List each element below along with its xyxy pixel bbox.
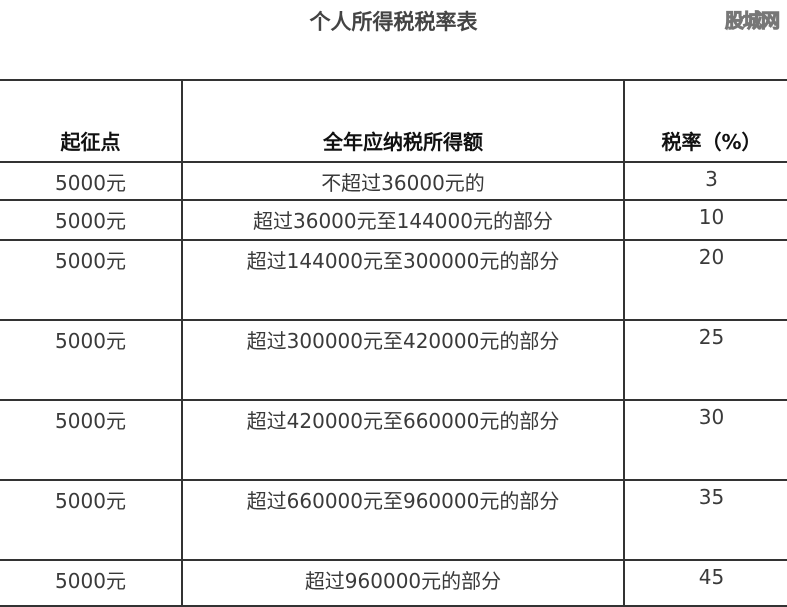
table-row: 5000元 超过300000元至420000元的部分 25 xyxy=(0,319,787,401)
cell-threshold: 5000元 xyxy=(0,239,183,321)
cell-rate: 20 xyxy=(623,239,787,321)
cell-income-range: 超过420000元至660000元的部分 xyxy=(181,399,625,481)
header-threshold: 起征点 xyxy=(0,79,183,163)
cell-threshold: 5000元 xyxy=(0,199,183,241)
cell-income-range: 超过960000元的部分 xyxy=(181,559,625,607)
tax-rate-table: 起征点 全年应纳税所得额 税率（%） 5000元 不超过36000元的 3 50… xyxy=(0,79,787,607)
table-row: 5000元 超过420000元至660000元的部分 30 xyxy=(0,399,787,481)
cell-income-range: 超过36000元至144000元的部分 xyxy=(181,199,625,241)
cell-income-range: 超过300000元至420000元的部分 xyxy=(181,319,625,401)
table-row: 5000元 超过660000元至960000元的部分 35 xyxy=(0,479,787,561)
table-row: 5000元 超过960000元的部分 45 xyxy=(0,559,787,607)
table-header-row: 起征点 全年应纳税所得额 税率（%） xyxy=(0,79,787,163)
cell-income-range: 超过660000元至960000元的部分 xyxy=(181,479,625,561)
page-title: 个人所得税税率表 xyxy=(309,10,478,34)
header-annual-income: 全年应纳税所得额 xyxy=(181,79,625,163)
cell-threshold: 5000元 xyxy=(0,559,183,607)
cell-rate: 45 xyxy=(623,559,787,607)
table-row: 5000元 超过144000元至300000元的部分 20 xyxy=(0,239,787,321)
cell-income-range: 超过144000元至300000元的部分 xyxy=(181,239,625,321)
cell-threshold: 5000元 xyxy=(0,319,183,401)
cell-income-range: 不超过36000元的 xyxy=(181,161,625,201)
cell-threshold: 5000元 xyxy=(0,399,183,481)
watermark-logo: 股城网 xyxy=(724,10,780,33)
table-row: 5000元 不超过36000元的 3 xyxy=(0,161,787,201)
cell-rate: 30 xyxy=(623,399,787,481)
cell-threshold: 5000元 xyxy=(0,161,183,201)
cell-threshold: 5000元 xyxy=(0,479,183,561)
table-row: 5000元 超过36000元至144000元的部分 10 xyxy=(0,199,787,241)
header-rate: 税率（%） xyxy=(623,79,787,163)
cell-rate: 35 xyxy=(623,479,787,561)
cell-rate: 3 xyxy=(623,161,787,201)
cell-rate: 25 xyxy=(623,319,787,401)
cell-rate: 10 xyxy=(623,199,787,241)
